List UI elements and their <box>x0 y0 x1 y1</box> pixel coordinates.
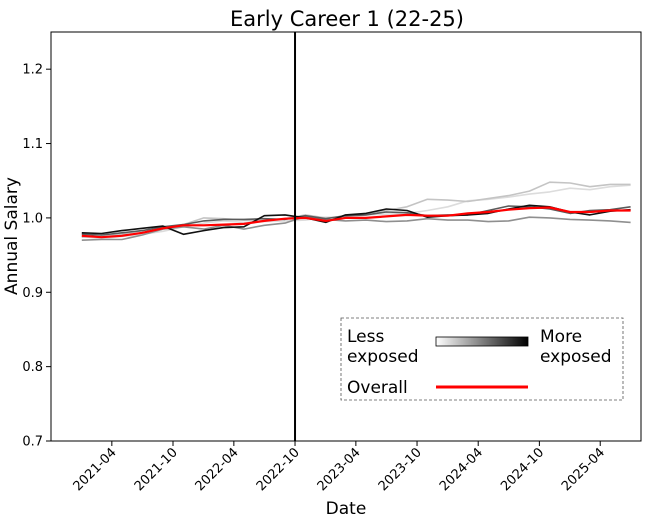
series-overall-line <box>81 206 631 239</box>
legend-less-exposed: Less exposed <box>347 327 419 367</box>
series-layer <box>81 181 631 241</box>
y-tick-label: 1.0 <box>22 211 43 226</box>
series-line-3 <box>81 215 631 241</box>
x-tick-label: 2022-10 <box>254 445 303 494</box>
y-tick-label: 0.8 <box>22 360 43 375</box>
x-tick-label: 2022-04 <box>193 445 242 494</box>
y-axis: 0.7 0.8 0.9 1.0 1.1 1.2 <box>22 63 51 450</box>
x-tick-label: 2025-04 <box>559 445 608 494</box>
y-tick-label: 0.7 <box>22 435 43 450</box>
legend-overall-label: Overall <box>347 378 408 398</box>
y-tick-label: 1.1 <box>22 137 43 152</box>
legend-more-exposed: More exposed <box>540 327 612 367</box>
x-tick-label: 2024-10 <box>498 445 547 494</box>
x-tick-label: 2024-04 <box>437 445 486 494</box>
y-tick-label: 0.9 <box>22 286 43 301</box>
y-axis-label: Annual Salary <box>2 177 22 295</box>
legend-gradient-bar <box>435 336 529 347</box>
x-tick-label: 2023-04 <box>315 445 364 494</box>
x-axis-label: Date <box>326 499 367 519</box>
x-tick-label: 2021-04 <box>71 445 120 494</box>
series-line-5 <box>81 204 631 236</box>
legend: Less exposed More exposed Overall <box>340 317 624 401</box>
x-tick-label: 2023-10 <box>376 445 425 494</box>
series-line-1 <box>81 184 631 240</box>
x-axis: 2021-04 2021-10 2022-04 2022-10 2023-04 2023-… <box>71 441 608 494</box>
x-tick-label: 2021-10 <box>132 445 181 494</box>
y-tick-label: 1.2 <box>22 63 43 78</box>
chart-title: Early Career 1 (22-25) <box>230 7 464 31</box>
